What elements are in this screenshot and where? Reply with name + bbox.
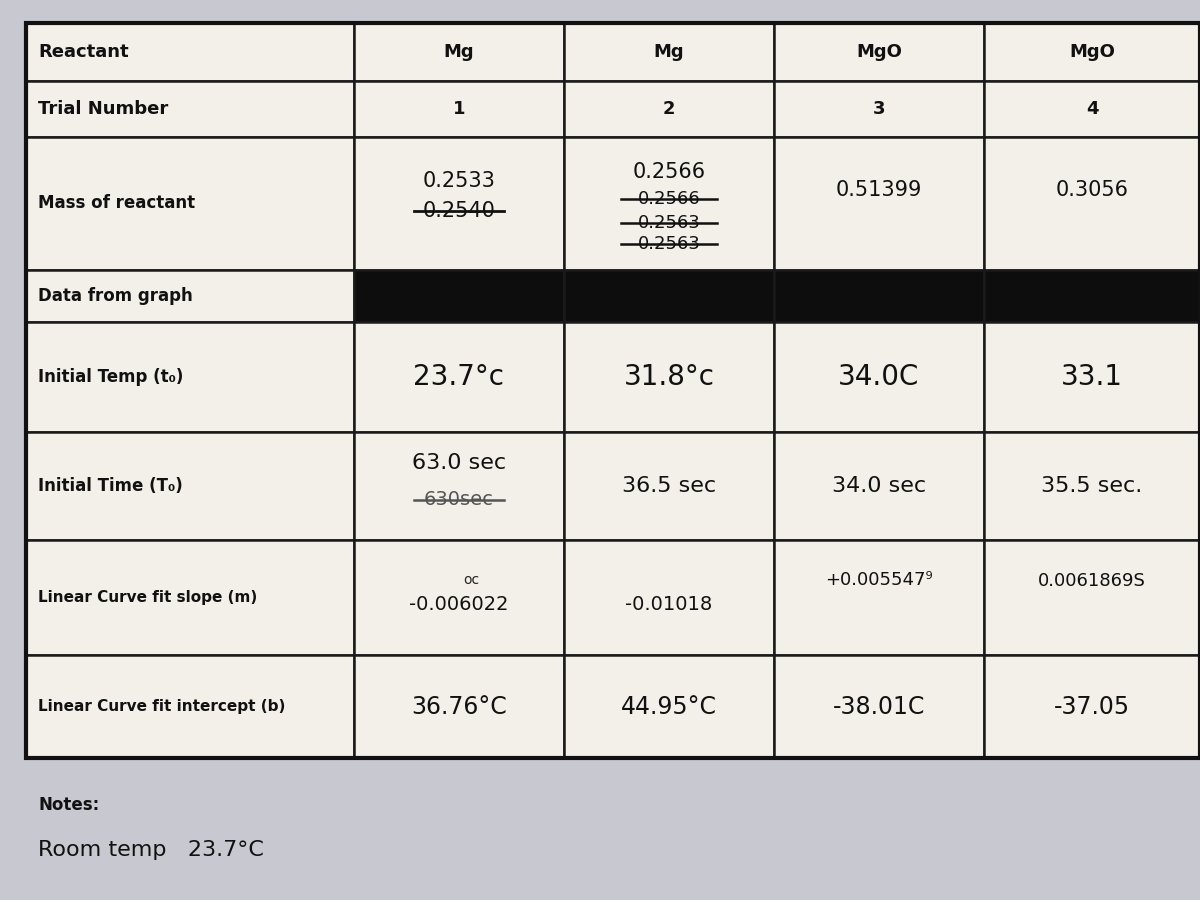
Bar bbox=[984, 137, 1200, 270]
Text: Data from graph: Data from graph bbox=[38, 287, 193, 305]
Bar bbox=[774, 540, 984, 655]
Text: -0.006022: -0.006022 bbox=[409, 595, 509, 615]
Bar bbox=[354, 322, 564, 432]
Bar bbox=[354, 432, 564, 540]
Text: oc: oc bbox=[463, 572, 479, 587]
Bar bbox=[26, 655, 354, 758]
Bar bbox=[354, 270, 564, 322]
Text: Reactant: Reactant bbox=[38, 42, 130, 61]
Text: 34.0C: 34.0C bbox=[839, 363, 919, 392]
Text: Initial Temp (t₀): Initial Temp (t₀) bbox=[38, 368, 184, 386]
Bar bbox=[354, 655, 564, 758]
Bar bbox=[26, 22, 354, 81]
Text: 0.51399: 0.51399 bbox=[836, 180, 922, 200]
Text: 0.2566: 0.2566 bbox=[637, 190, 701, 208]
Bar bbox=[26, 270, 354, 322]
Text: Mass of reactant: Mass of reactant bbox=[38, 194, 196, 212]
Bar bbox=[984, 322, 1200, 432]
Text: 1: 1 bbox=[452, 100, 466, 118]
Bar bbox=[984, 22, 1200, 81]
Text: 31.8°c: 31.8°c bbox=[624, 363, 714, 392]
Bar bbox=[984, 432, 1200, 540]
Text: 63.0 sec: 63.0 sec bbox=[412, 454, 506, 473]
Text: Trial Number: Trial Number bbox=[38, 100, 169, 118]
Text: 0.2563: 0.2563 bbox=[637, 235, 701, 253]
Text: 0.0061869S: 0.0061869S bbox=[1038, 572, 1146, 590]
Text: 630sec: 630sec bbox=[424, 490, 494, 509]
Bar bbox=[774, 81, 984, 137]
Bar bbox=[354, 137, 564, 270]
Bar bbox=[984, 540, 1200, 655]
Bar bbox=[354, 540, 564, 655]
Text: Linear Curve fit slope (m): Linear Curve fit slope (m) bbox=[38, 590, 258, 605]
Text: -37.05: -37.05 bbox=[1054, 695, 1130, 718]
Text: 34.0 sec: 34.0 sec bbox=[832, 476, 926, 496]
Bar bbox=[564, 270, 774, 322]
Bar bbox=[564, 22, 774, 81]
Text: 0.2540: 0.2540 bbox=[422, 201, 496, 220]
Text: -0.01018: -0.01018 bbox=[625, 595, 713, 615]
Text: 35.5 sec.: 35.5 sec. bbox=[1042, 476, 1142, 496]
Bar bbox=[984, 81, 1200, 137]
Text: 0.2563: 0.2563 bbox=[637, 214, 701, 232]
Bar bbox=[984, 270, 1200, 322]
Bar bbox=[564, 137, 774, 270]
Bar bbox=[564, 655, 774, 758]
Text: 3: 3 bbox=[872, 100, 886, 118]
Text: MgO: MgO bbox=[856, 42, 902, 61]
Text: -38.01C: -38.01C bbox=[833, 695, 925, 718]
Text: Linear Curve fit intercept (b): Linear Curve fit intercept (b) bbox=[38, 699, 286, 714]
Bar bbox=[564, 322, 774, 432]
Bar bbox=[774, 137, 984, 270]
Bar bbox=[564, 540, 774, 655]
Bar bbox=[774, 270, 984, 322]
Bar bbox=[26, 540, 354, 655]
Bar bbox=[774, 322, 984, 432]
Bar bbox=[774, 22, 984, 81]
Text: 4: 4 bbox=[1086, 100, 1098, 118]
Text: Notes:: Notes: bbox=[38, 796, 100, 814]
Bar bbox=[26, 22, 1200, 758]
Text: Mg: Mg bbox=[654, 42, 684, 61]
Bar bbox=[774, 432, 984, 540]
Bar bbox=[26, 81, 354, 137]
Bar bbox=[564, 432, 774, 540]
Text: MgO: MgO bbox=[1069, 42, 1115, 61]
Text: 36.76°C: 36.76°C bbox=[412, 695, 506, 718]
Text: Room temp   23.7°C: Room temp 23.7°C bbox=[38, 841, 264, 860]
Bar bbox=[26, 322, 354, 432]
Text: +0.005547⁹: +0.005547⁹ bbox=[826, 571, 932, 589]
Bar bbox=[774, 655, 984, 758]
Text: 44.95°C: 44.95°C bbox=[622, 695, 718, 718]
Bar bbox=[26, 432, 354, 540]
Bar bbox=[984, 655, 1200, 758]
Text: 0.2566: 0.2566 bbox=[632, 162, 706, 182]
Text: 0.2533: 0.2533 bbox=[422, 171, 496, 191]
Bar bbox=[26, 137, 354, 270]
Text: 36.5 sec: 36.5 sec bbox=[622, 476, 716, 496]
Text: Mg: Mg bbox=[444, 42, 474, 61]
Text: 23.7°c: 23.7°c bbox=[414, 363, 504, 392]
Bar bbox=[564, 81, 774, 137]
Bar bbox=[354, 81, 564, 137]
Text: 2: 2 bbox=[662, 100, 676, 118]
Text: 0.3056: 0.3056 bbox=[1056, 180, 1128, 200]
Bar bbox=[354, 22, 564, 81]
Text: Initial Time (T₀): Initial Time (T₀) bbox=[38, 477, 184, 495]
Text: 33.1: 33.1 bbox=[1061, 363, 1123, 392]
